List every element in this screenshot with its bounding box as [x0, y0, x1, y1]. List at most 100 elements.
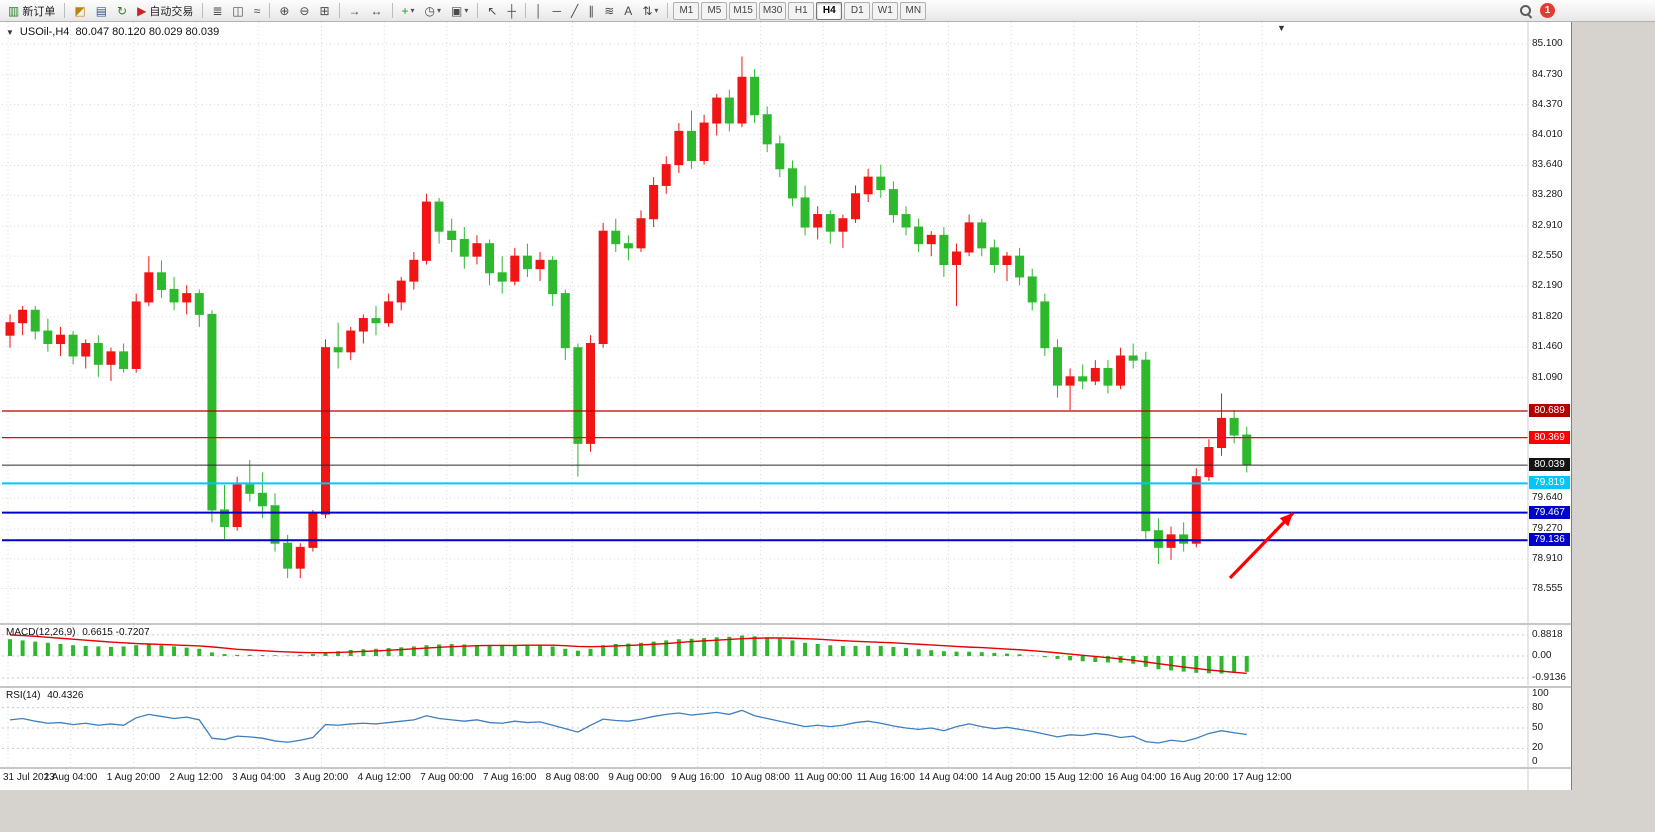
indicators-button[interactable]: + ▾: [398, 1, 419, 21]
dropdown-caret-icon[interactable]: ▾: [464, 6, 469, 15]
chart-shift-marker-icon[interactable]: ▼: [1277, 23, 1286, 33]
timeframe-mn[interactable]: MN: [900, 1, 927, 20]
channel-button[interactable]: ∥: [584, 1, 598, 21]
price-level-badge: 80.689: [1529, 403, 1570, 417]
bar-chart-icon: ≣: [212, 3, 223, 18]
new-order-button-label: 新订单: [22, 5, 56, 18]
time-axis-label: 14 Aug 04:00: [919, 772, 978, 783]
rsi-axis-label: 80: [1532, 701, 1544, 713]
macd-label: MACD(12,26,9) 0.6615 -0.7207: [6, 627, 150, 638]
autotrading-button[interactable]: ▶ 自动交易: [133, 1, 197, 21]
timeframe-h4[interactable]: H4: [816, 1, 843, 20]
price-axis-label: 79.640: [1532, 492, 1563, 504]
timeframe-h1[interactable]: H1: [788, 1, 815, 20]
dropdown-caret-icon[interactable]: ▾: [654, 6, 659, 15]
dropdown-caret-icon[interactable]: ▾: [410, 6, 415, 15]
toolbar-buttons: ▥ 新订单 ◩ ▤ ↻ ▶ 自动交易 ≣ ◫ ≈ ⊕ ⊖ ⊞ → ↔ + ▾ ◷ ▾ ▣ ▾ ↖ ┼ │ ─ ╱ ∥ ≋ A ⇅ ▾: [3, 1, 663, 21]
autotrading-button-label: 自动交易: [149, 5, 194, 18]
notification-badge[interactable]: 1: [1540, 3, 1555, 18]
price-level-badge: 80.039: [1529, 458, 1570, 472]
tile-windows-icon: ⊞: [319, 3, 330, 18]
rsi-panel[interactable]: [0, 689, 1528, 768]
timeframe-m5[interactable]: M5: [701, 1, 728, 20]
price-level-badge: 79.819: [1529, 476, 1570, 490]
search-icon[interactable]: [1519, 4, 1533, 18]
cursor-button[interactable]: ↖: [483, 1, 501, 21]
price-axis-label: 78.555: [1532, 582, 1563, 594]
fibonacci-button[interactable]: ≋: [600, 1, 618, 21]
price-axis-label: 83.280: [1532, 189, 1563, 201]
time-axis[interactable]: [0, 768, 1528, 790]
price-axis-label: 85.100: [1532, 38, 1563, 49]
vertical-line-icon: │: [534, 3, 543, 18]
arrows-button[interactable]: ⇅ ▾: [638, 1, 662, 21]
horizontal-line-icon: ─: [552, 3, 561, 18]
time-axis-label: 1 Aug 20:00: [106, 772, 161, 783]
dropdown-caret-icon[interactable]: ▾: [437, 6, 442, 15]
periods-icon: ◷: [424, 3, 436, 18]
time-axis-label: 3 Aug 04:00: [232, 772, 286, 783]
candlestick-chart-button[interactable]: ◫: [228, 1, 247, 21]
periods-button[interactable]: ◷ ▾: [421, 1, 446, 21]
toolbar-separator: [391, 3, 393, 18]
legend-ohlc: 80.047 80.120 80.029 80.039: [75, 26, 220, 38]
text-button[interactable]: A: [620, 1, 636, 21]
bar-chart-button[interactable]: ≣: [208, 1, 226, 21]
timeframe-d1[interactable]: D1: [844, 1, 871, 20]
time-axis-label: 14 Aug 20:00: [981, 772, 1041, 783]
price-axis[interactable]: [1528, 22, 1572, 768]
horizontal-line-button[interactable]: ─: [548, 1, 565, 21]
fibonacci-icon: ≋: [604, 3, 615, 18]
new-chart-button[interactable]: ◩: [70, 1, 89, 21]
rsi-label: RSI(14) 40.4326: [6, 690, 83, 701]
chart-menu-icon[interactable]: ▼: [6, 27, 14, 37]
price-axis-label: 81.090: [1532, 371, 1563, 383]
macd-title: MACD(12,26,9): [6, 627, 76, 638]
time-axis-label: 3 Aug 20:00: [294, 772, 349, 783]
timeframe-w1[interactable]: W1: [872, 1, 899, 20]
templates-icon: ▣: [451, 3, 463, 18]
time-axis-label: 4 Aug 12:00: [357, 772, 411, 783]
price-axis-label: 84.010: [1532, 128, 1563, 140]
time-axis-label: 11 Aug 16:00: [856, 772, 915, 783]
panel-splitter-macd[interactable]: [0, 623, 1572, 626]
price-axis-label: 84.730: [1532, 68, 1563, 80]
price-axis-label: 84.370: [1532, 98, 1563, 110]
templates-button[interactable]: ▣ ▾: [447, 1, 472, 21]
tile-windows-button[interactable]: ⊞: [315, 1, 333, 21]
price-axis-label: 81.820: [1532, 310, 1563, 322]
timeframe-m1[interactable]: M1: [673, 1, 700, 20]
profiles-button[interactable]: ▤: [92, 1, 111, 21]
macd-panel[interactable]: [0, 626, 1528, 686]
line-chart-icon: ≈: [253, 3, 261, 18]
line-chart-button[interactable]: ≈: [250, 1, 265, 21]
time-axis-label: 8 Aug 08:00: [545, 772, 599, 783]
panel-splitter-rsi[interactable]: [0, 686, 1572, 689]
chart-plot-area[interactable]: [0, 22, 1528, 623]
toolbar-right: 1: [1519, 3, 1555, 18]
profiles-icon: ▤: [95, 3, 108, 18]
rsi-title: RSI(14): [6, 690, 41, 701]
price-axis-label: 79.270: [1532, 523, 1563, 535]
timeframe-m30[interactable]: M30: [758, 1, 787, 20]
price-axis-label: 83.640: [1532, 159, 1563, 171]
time-axis-label: 7 Aug 00:00: [420, 772, 474, 783]
vertical-line-button[interactable]: │: [531, 1, 547, 21]
trendline-button[interactable]: ╱: [567, 1, 582, 21]
time-axis-label: 16 Aug 04:00: [1107, 772, 1167, 783]
timeframe-buttons: M1 M5 M15 M30 H1 H4 D1 W1 MN: [672, 1, 927, 20]
chart-shift-button[interactable]: ↔: [367, 1, 387, 21]
crosshair-button[interactable]: ┼: [503, 1, 520, 21]
timeframe-m15[interactable]: M15: [729, 1, 757, 20]
zoom-in-icon: ⊕: [279, 3, 290, 18]
refresh-button[interactable]: ↻: [113, 1, 131, 21]
new-order-button[interactable]: ▥ 新订单: [4, 1, 59, 21]
zoom-in-button[interactable]: ⊕: [275, 1, 293, 21]
time-axis-label: 2 Aug 12:00: [169, 772, 223, 783]
auto-scroll-button[interactable]: →: [345, 1, 365, 21]
macd-values: 0.6615 -0.7207: [82, 627, 150, 638]
price-axis-label: 82.550: [1532, 250, 1563, 262]
toolbar-separator: [524, 3, 526, 18]
zoom-out-button[interactable]: ⊖: [295, 1, 313, 21]
time-axis-label: 7 Aug 16:00: [482, 772, 537, 783]
